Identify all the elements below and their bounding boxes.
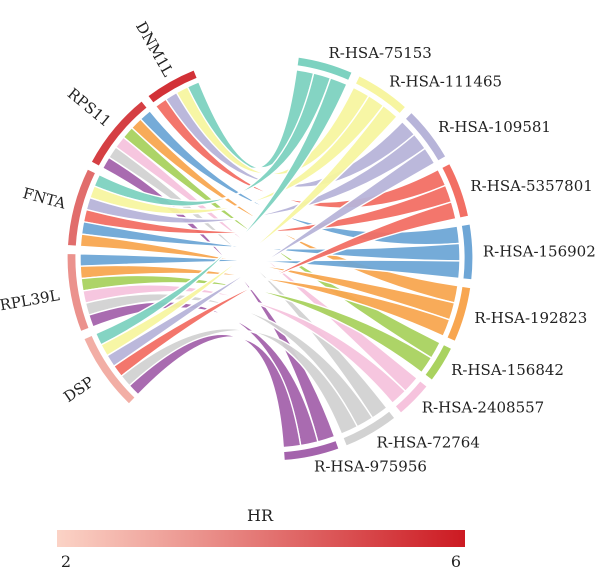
legend-min-label: 2	[61, 552, 71, 571]
ribbon-dsp-r-hsa-5357801	[112, 201, 457, 378]
ribbon-rps11-r-hsa-72764	[107, 146, 388, 419]
ribbon-fnta-r-hsa-156902	[80, 220, 461, 262]
ribbon-dsp-r-hsa-75153	[94, 77, 348, 346]
pathway-label-r-hsa-156842: R-HSA-156842	[451, 361, 564, 379]
gene-label-rps11: RPS11	[64, 84, 115, 130]
pathway-segment-r-hsa-192823	[446, 285, 472, 343]
pathway-segment-r-hsa-975956	[282, 439, 340, 462]
ribbon-dsp-r-hsa-975956	[128, 333, 302, 449]
pathway-segment-r-hsa-156902	[460, 223, 474, 281]
ribbon-rps11-r-hsa-156902	[139, 109, 461, 246]
pathway-segment-r-hsa-2408557	[394, 379, 429, 414]
legend-title: HR	[247, 506, 274, 525]
pathway-segment-r-hsa-109581	[404, 111, 447, 162]
ribbon-rps11-r-hsa-156842	[122, 126, 442, 359]
pathway-label-r-hsa-975956: R-HSA-975956	[314, 457, 427, 475]
pathway-label-r-hsa-111465: R-HSA-111465	[389, 72, 502, 90]
gene-segment-fnta	[66, 168, 97, 247]
pathway-label-r-hsa-72764: R-HSA-72764	[377, 433, 480, 451]
ribbon-dsp-r-hsa-109581	[106, 147, 436, 368]
gene-segment-rpl39l	[66, 252, 90, 333]
pathway-segment-r-hsa-156842	[423, 343, 453, 382]
gene-label-dnm1l: DNM1L	[132, 19, 177, 80]
ribbon-fnta-r-hsa-5357801	[82, 184, 453, 235]
ribbon-fnta-r-hsa-109581	[85, 133, 427, 224]
legend-max-label: 6	[451, 552, 461, 571]
chord-ribbons	[79, 69, 461, 449]
gene-label-rpl39l: RPL39L	[0, 286, 61, 314]
pathway-segment-r-hsa-111465	[354, 74, 407, 115]
pathway-label-r-hsa-75153: R-HSA-75153	[328, 44, 431, 62]
pathway-label-r-hsa-156902: R-HSA-156902	[483, 243, 596, 261]
chord-segments	[66, 56, 474, 462]
pathway-label-r-hsa-2408557: R-HSA-2408557	[422, 398, 544, 416]
pathway-label-r-hsa-192823: R-HSA-192823	[474, 309, 587, 327]
ribbon-dnm1l-r-hsa-5357801	[154, 98, 447, 209]
gene-segment-dsp	[82, 334, 137, 405]
pathway-segment-r-hsa-72764	[342, 410, 396, 447]
pathway-label-r-hsa-5357801: R-HSA-5357801	[470, 177, 592, 195]
legend-color-bar	[57, 530, 465, 547]
pathway-segment-r-hsa-75153	[296, 56, 353, 82]
pathway-segment-r-hsa-5357801	[440, 162, 470, 219]
ribbon-dsp-r-hsa-111465	[100, 104, 399, 357]
hr-legend: HR 2 6	[57, 506, 465, 571]
pathway-label-r-hsa-109581: R-HSA-109581	[438, 118, 551, 136]
gene-segment-rps11	[90, 99, 149, 168]
gene-label-fnta: FNTA	[21, 184, 68, 213]
gene-label-dsp: DSP	[60, 373, 97, 406]
gene-segment-dnm1l	[146, 68, 199, 104]
